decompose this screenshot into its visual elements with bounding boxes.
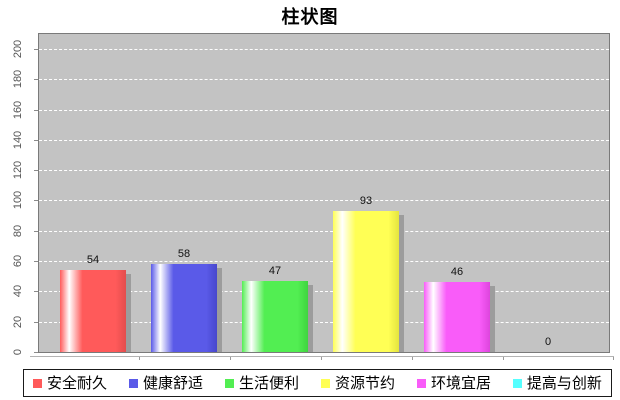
y-axis: 0 20 40 60 80 100 120 140 160 180 200 <box>0 33 38 356</box>
y-axis-label-0: 0 <box>12 348 24 356</box>
gridline-200 <box>39 49 609 50</box>
chart-title: 柱状图 <box>281 7 339 27</box>
gridline-140 <box>39 140 609 141</box>
y-axis-label-140: 140 <box>12 130 24 150</box>
plot-area: 54 58 47 93 46 0 <box>38 33 610 353</box>
x-tick-2 <box>230 357 231 360</box>
legend-swatch-icon <box>320 378 330 388</box>
bar-value-label-3: 47 <box>268 265 282 277</box>
y-axis-label-180: 180 <box>12 69 24 89</box>
legend-label: 资源节约 <box>334 374 395 392</box>
x-tick-end <box>613 357 614 360</box>
y-tick-20 <box>34 322 38 323</box>
gridline-160 <box>39 110 609 111</box>
y-axis-label-100: 100 <box>12 190 24 210</box>
y-axis-label-160: 160 <box>12 100 24 120</box>
bar-value-label-5: 46 <box>450 266 464 278</box>
bar-3 <box>242 281 308 352</box>
gridline-40 <box>39 291 609 292</box>
legend-swatch-icon <box>224 378 234 388</box>
y-axis-label-120: 120 <box>12 160 24 180</box>
y-tick-40 <box>34 291 38 292</box>
legend-label: 提高与创新 <box>526 374 602 392</box>
bar-2 <box>151 264 217 352</box>
y-tick-0 <box>34 352 38 353</box>
gridline-80 <box>39 231 609 232</box>
bar-value-label-6: 0 <box>544 336 552 348</box>
gridline-100 <box>39 200 609 201</box>
gridline-180 <box>39 79 609 80</box>
y-tick-100 <box>34 200 38 201</box>
legend-item-5: 环境宜居 <box>416 374 491 392</box>
y-axis-label-200: 200 <box>12 39 24 59</box>
bar-value-label-1: 54 <box>86 254 100 266</box>
legend: 安全耐久 健康舒适 生活便利 资源节约 环境宜居 提高与创新 <box>23 369 612 397</box>
gridline-120 <box>39 170 609 171</box>
gridline-20 <box>39 322 609 323</box>
legend-item-6: 提高与创新 <box>512 374 602 392</box>
legend-item-3: 生活便利 <box>224 374 299 392</box>
legend-swatch-icon <box>128 378 138 388</box>
x-tick-3 <box>321 357 322 360</box>
legend-item-4: 资源节约 <box>320 374 395 392</box>
legend-label: 生活便利 <box>238 374 299 392</box>
y-tick-80 <box>34 231 38 232</box>
bar-4 <box>333 211 399 352</box>
y-axis-label-80: 80 <box>12 224 24 238</box>
legend-item-2: 健康舒适 <box>128 374 203 392</box>
bar-1 <box>60 270 126 352</box>
x-axis-line <box>30 356 614 357</box>
legend-swatch-icon <box>416 378 426 388</box>
y-axis-label-60: 60 <box>12 254 24 268</box>
y-tick-180 <box>34 79 38 80</box>
y-tick-60 <box>34 261 38 262</box>
bar-value-label-2: 58 <box>177 248 191 260</box>
bar-value-label-4: 93 <box>359 195 373 207</box>
y-tick-160 <box>34 110 38 111</box>
y-tick-140 <box>34 140 38 141</box>
gridline-60 <box>39 261 609 262</box>
legend-label: 健康舒适 <box>142 374 203 392</box>
legend-swatch-icon <box>33 378 42 388</box>
y-tick-200 <box>34 49 38 50</box>
y-tick-120 <box>34 170 38 171</box>
x-tick-4 <box>412 357 413 360</box>
x-tick-5 <box>503 357 504 360</box>
x-tick-1 <box>139 357 140 360</box>
y-axis-label-40: 40 <box>12 284 24 298</box>
legend-label: 安全耐久 <box>47 374 108 392</box>
bar-5 <box>424 282 490 352</box>
legend-item-1: 安全耐久 <box>33 376 107 391</box>
y-axis-label-20: 20 <box>12 315 24 329</box>
legend-swatch-icon <box>512 378 522 388</box>
legend-label: 环境宜居 <box>430 374 491 392</box>
